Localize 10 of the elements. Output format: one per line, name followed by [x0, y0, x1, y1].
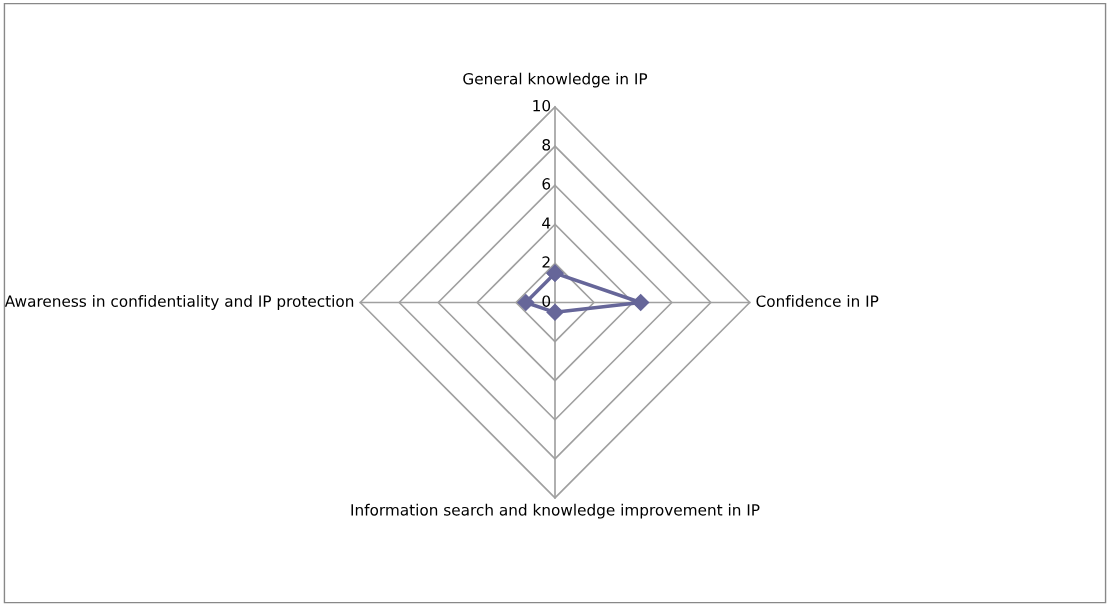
- spoke-label: Awareness in confidentiality and IP protection: [4, 295, 354, 310]
- spoke-label: Confidence in IP: [756, 295, 879, 307]
- y-tick-label: 8: [542, 139, 551, 151]
- y-tick-label: 10: [533, 99, 551, 112]
- y-tick-label: 0: [542, 295, 551, 307]
- spoke-label: General knowledge in IP: [463, 72, 648, 88]
- y-tick-label: 4: [542, 217, 551, 229]
- y-tick-label: 6: [542, 178, 551, 190]
- y-tick-label: 2: [542, 256, 550, 268]
- spoke-label: Information search and knowledge improvement in IP: [351, 503, 760, 519]
